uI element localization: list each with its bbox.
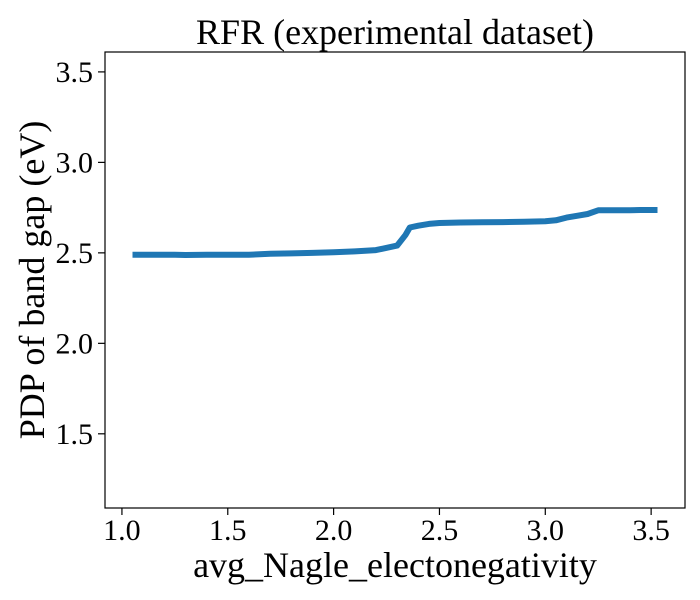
series-line [132,207,658,258]
x-tick-label: 1.5 [209,514,247,547]
x-tick-label: 1.0 [103,514,141,547]
y-axis-ticks: 1.5 2.0 2.5 3.0 3.5 [56,56,105,451]
x-tick-label: 2.5 [421,514,459,547]
y-axis-label: PDP of band gap (eV) [12,121,52,440]
chart-title: RFR (experimental dataset) [196,12,594,52]
y-tick-label: 2.5 [56,237,94,270]
x-tick-label: 3.0 [527,514,565,547]
y-tick-label: 1.5 [56,418,94,451]
y-tick-label: 2.0 [56,327,94,360]
plot-area-frame [104,51,686,509]
series-layer [132,207,658,258]
x-tick-label: 3.5 [632,514,670,547]
y-tick-label: 3.0 [56,146,94,179]
x-axis-ticks: 1.0 1.5 2.0 2.5 3.0 3.5 [103,508,670,547]
x-tick-label: 2.0 [315,514,353,547]
x-axis-label: avg_Nagle_electonegativity [193,545,597,585]
y-tick-label: 3.5 [56,56,94,89]
